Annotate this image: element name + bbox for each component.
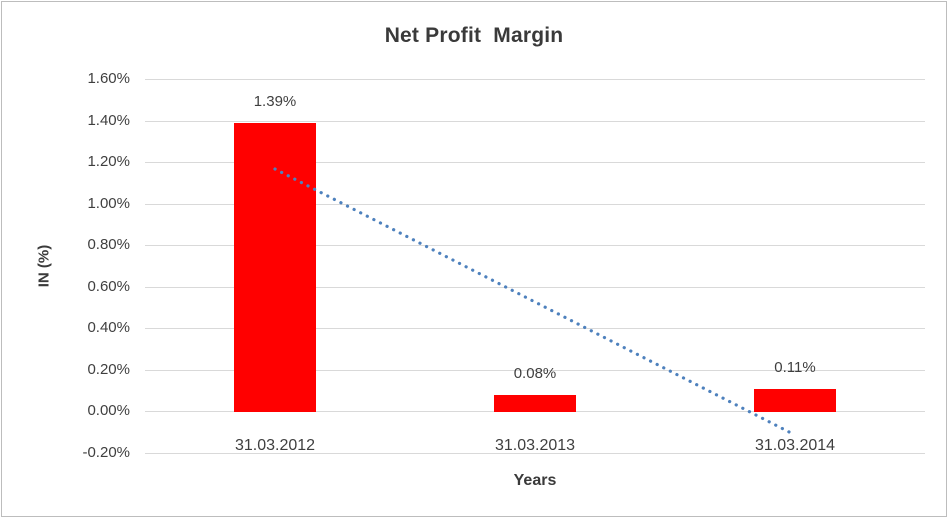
gridline <box>145 162 925 163</box>
bar-value-label: 0.08% <box>513 365 557 382</box>
y-tick-label: 0.60% <box>87 278 130 295</box>
y-tick-label: 1.00% <box>87 195 130 212</box>
x-category-label: 31.03.2012 <box>234 437 316 454</box>
plot-area: 1.39% 0.08% 0.11% <box>145 79 925 454</box>
y-tick-label: 1.40% <box>87 112 130 129</box>
linear-trendline <box>273 167 797 437</box>
y-tick-label: 1.20% <box>87 153 130 170</box>
bar-value-label: 1.39% <box>253 93 297 110</box>
gridline <box>145 328 925 329</box>
y-tick-label: 0.00% <box>87 402 130 419</box>
gridline <box>145 245 925 246</box>
y-tick-label: 0.20% <box>87 361 130 378</box>
gridline <box>145 79 925 80</box>
gridline <box>145 453 925 454</box>
gridline <box>145 287 925 288</box>
x-axis-title: Years <box>513 472 557 489</box>
x-category-label: 31.03.2013 <box>494 437 576 454</box>
gridline <box>145 204 925 205</box>
bar <box>754 389 836 412</box>
bar-value-label: 0.11% <box>774 359 816 376</box>
chart-title: Net Profit Margin <box>384 24 564 47</box>
bar <box>494 395 576 412</box>
y-tick-label: -0.20% <box>82 444 130 461</box>
bar <box>234 123 316 412</box>
trendline-layer <box>273 167 797 437</box>
y-tick-label: 1.60% <box>87 70 130 87</box>
x-category-label: 31.03.2014 <box>754 437 836 454</box>
gridline <box>145 121 925 122</box>
y-tick-label: 0.80% <box>87 236 130 253</box>
y-tick-label: 0.40% <box>87 319 130 336</box>
gridline <box>145 370 925 371</box>
